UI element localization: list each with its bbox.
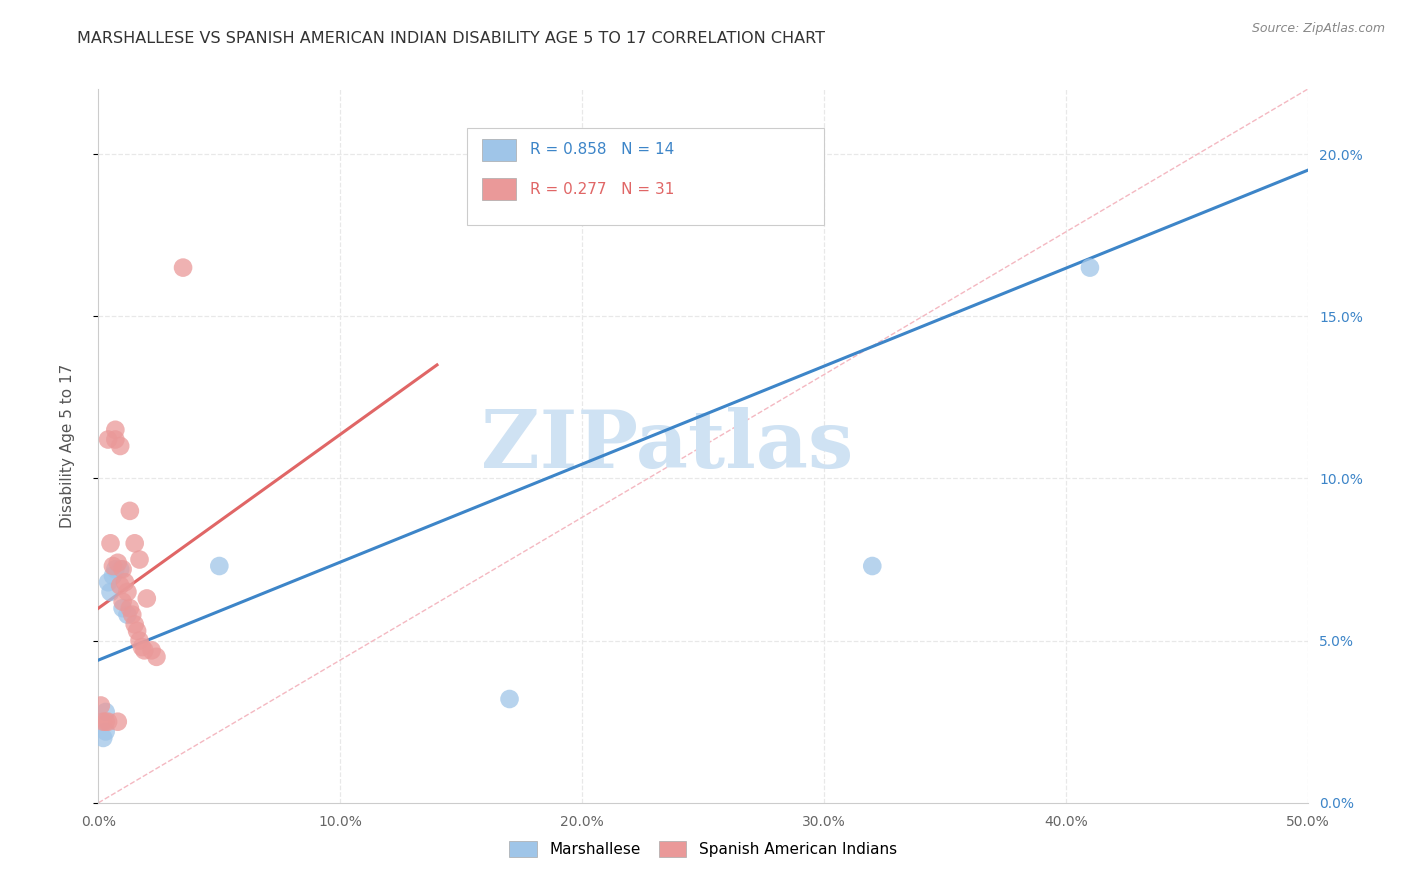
Point <box>134 643 156 657</box>
Text: MARSHALLESE VS SPANISH AMERICAN INDIAN DISABILITY AGE 5 TO 17 CORRELATION CHART: MARSHALLESE VS SPANISH AMERICAN INDIAN D… <box>77 31 825 46</box>
FancyBboxPatch shape <box>482 139 516 161</box>
Point <box>1078 260 1101 275</box>
Point <box>111 562 134 576</box>
Point <box>97 433 120 447</box>
Point <box>108 562 131 576</box>
Point <box>108 578 131 592</box>
Point <box>172 260 194 275</box>
Point <box>145 649 167 664</box>
Point <box>121 607 143 622</box>
Point <box>108 439 131 453</box>
Point <box>104 433 127 447</box>
Point <box>114 575 136 590</box>
Point <box>97 714 120 729</box>
Point <box>111 601 134 615</box>
Point <box>111 595 134 609</box>
Point <box>94 705 117 719</box>
Point <box>107 714 129 729</box>
FancyBboxPatch shape <box>467 128 824 225</box>
Point <box>208 559 231 574</box>
Point <box>128 633 150 648</box>
Point <box>118 504 141 518</box>
FancyBboxPatch shape <box>482 178 516 200</box>
Point <box>90 698 112 713</box>
Text: R = 0.858   N = 14: R = 0.858 N = 14 <box>530 143 675 157</box>
Point <box>860 559 883 574</box>
Point <box>97 575 120 590</box>
Y-axis label: Disability Age 5 to 17: Disability Age 5 to 17 <box>60 364 75 528</box>
Point <box>94 714 117 729</box>
Point <box>94 724 117 739</box>
Point <box>118 601 141 615</box>
Text: Source: ZipAtlas.com: Source: ZipAtlas.com <box>1251 22 1385 36</box>
Point <box>124 617 146 632</box>
Point <box>124 536 146 550</box>
Point <box>104 423 127 437</box>
Legend: Marshallese, Spanish American Indians: Marshallese, Spanish American Indians <box>503 835 903 863</box>
Point <box>104 562 127 576</box>
Point <box>128 552 150 566</box>
Point <box>117 585 139 599</box>
Point <box>91 731 114 745</box>
Point <box>117 607 139 622</box>
Point <box>107 556 129 570</box>
Point <box>498 692 520 706</box>
Point <box>100 585 122 599</box>
Point <box>135 591 157 606</box>
Point <box>127 624 149 638</box>
Point <box>91 714 114 729</box>
Point <box>141 643 163 657</box>
Point <box>100 536 122 550</box>
Text: R = 0.277   N = 31: R = 0.277 N = 31 <box>530 182 675 196</box>
Text: ZIPatlas: ZIPatlas <box>481 407 853 485</box>
Point <box>101 559 124 574</box>
Point <box>101 568 124 582</box>
Point <box>131 640 153 654</box>
